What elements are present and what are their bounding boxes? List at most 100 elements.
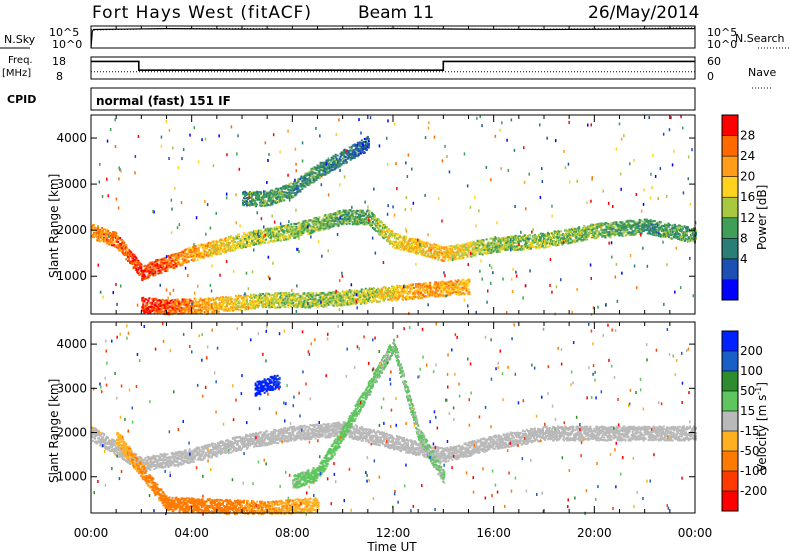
data-point — [522, 244, 525, 247]
data-point — [548, 233, 550, 236]
data-point — [529, 247, 532, 250]
data-point — [384, 234, 387, 237]
data-point — [679, 235, 682, 238]
data-point — [358, 210, 361, 213]
data-point — [172, 263, 175, 266]
data-point — [371, 222, 374, 225]
data-point — [513, 245, 516, 248]
data-point — [611, 230, 614, 233]
data-point — [570, 238, 573, 241]
data-point — [481, 253, 484, 256]
data-point — [339, 214, 342, 216]
data-point — [384, 226, 387, 228]
data-point — [308, 223, 311, 226]
data-point — [202, 256, 205, 259]
data-point — [203, 243, 206, 246]
data-point — [651, 225, 654, 228]
data-point — [188, 299, 191, 302]
data-point — [460, 248, 463, 251]
data-point — [386, 226, 388, 229]
data-point — [244, 243, 246, 246]
data-point — [222, 298, 225, 301]
data-point — [156, 260, 159, 263]
data-point — [218, 246, 221, 249]
data-point — [347, 212, 350, 215]
data-point — [665, 229, 668, 232]
data-point — [193, 253, 196, 256]
date-label: 26/May/2014 — [588, 3, 700, 23]
data-point — [633, 226, 636, 228]
data-point — [488, 248, 491, 251]
data-point — [686, 228, 689, 231]
data-point — [160, 259, 163, 262]
frequency-panel: Freq. [MHz] 18 8 60 0 Nave — [2, 55, 776, 89]
data-point — [682, 231, 685, 234]
data-point — [447, 259, 450, 262]
data-point — [233, 247, 236, 250]
data-point — [111, 233, 114, 236]
data-point — [194, 245, 197, 248]
data-point — [655, 226, 658, 229]
data-point — [605, 222, 608, 225]
data-point — [547, 238, 549, 241]
data-point — [325, 215, 328, 218]
data-point — [569, 234, 572, 237]
data-point — [122, 248, 125, 251]
data-point — [277, 239, 280, 242]
data-point — [142, 302, 145, 305]
data-point — [427, 252, 430, 255]
data-point — [137, 260, 140, 262]
data-point — [126, 250, 129, 253]
data-point — [207, 253, 210, 256]
data-point — [389, 242, 391, 245]
data-point — [686, 226, 689, 229]
data-point — [616, 225, 619, 228]
data-point — [145, 265, 148, 268]
data-point — [103, 236, 106, 239]
data-point — [253, 243, 256, 246]
data-point — [369, 225, 372, 228]
data-point — [247, 295, 249, 297]
data-point — [621, 221, 624, 224]
data-point — [324, 214, 327, 216]
data-point — [644, 226, 647, 228]
data-point — [391, 231, 393, 234]
data-point — [574, 232, 577, 235]
data-point — [333, 218, 336, 221]
data-point — [219, 303, 222, 306]
data-point — [187, 308, 190, 311]
data-point — [639, 229, 642, 232]
data-point — [500, 239, 503, 242]
data-point — [142, 306, 145, 309]
data-point — [460, 244, 463, 247]
data-point — [335, 215, 338, 218]
data-point — [409, 240, 412, 243]
data-point — [152, 300, 155, 302]
data-point — [585, 228, 588, 231]
data-point — [652, 231, 655, 234]
data-point — [353, 218, 356, 221]
data-point — [237, 241, 239, 244]
data-point — [143, 305, 146, 308]
data-point — [604, 235, 607, 238]
data-point — [485, 238, 488, 241]
data-point — [473, 252, 476, 255]
data-point — [205, 246, 208, 249]
data-point — [600, 227, 603, 230]
data-point — [175, 254, 178, 257]
data-point — [361, 218, 364, 221]
data-point — [575, 230, 578, 233]
data-point — [223, 247, 226, 250]
data-point — [308, 229, 311, 232]
data-point — [268, 240, 271, 243]
data-point — [212, 247, 215, 250]
data-point — [476, 242, 479, 244]
data-point — [183, 298, 186, 301]
data-point — [551, 242, 553, 245]
data-point — [527, 248, 530, 251]
data-point — [198, 305, 201, 308]
data-point — [301, 222, 304, 225]
data-point — [171, 259, 174, 262]
data-point — [223, 300, 226, 303]
data-point — [664, 231, 667, 234]
